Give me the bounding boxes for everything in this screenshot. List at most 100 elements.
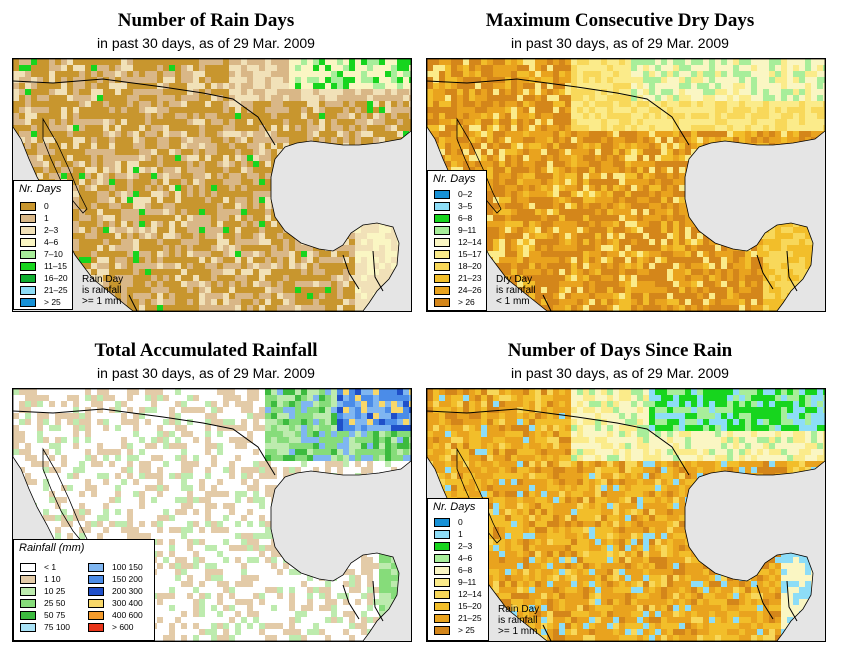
legend-label: 4–6 — [44, 237, 59, 247]
legend-title: Nr. Days — [433, 501, 476, 513]
definition-note: Rain Day is rainfall >= 1 mm — [82, 274, 124, 307]
legend-label: 15–17 — [458, 249, 482, 259]
map-days-since-rain[interactable] — [426, 388, 826, 642]
legend-swatch — [20, 586, 36, 596]
legend-swatch — [434, 541, 450, 551]
legend-swatch — [434, 189, 450, 199]
legend-swatch — [434, 613, 450, 623]
legend-swatch — [88, 586, 104, 596]
legend-label: 50 75 — [44, 610, 66, 620]
legend-swatch — [20, 610, 36, 620]
legend-swatch — [434, 261, 450, 271]
legend-label: 100 150 — [112, 562, 143, 572]
legend-swatch — [20, 574, 36, 584]
panel-title: Total Accumulated Rainfall — [94, 340, 318, 361]
legend-label: 3–5 — [458, 201, 473, 211]
legend-label: 9–11 — [458, 225, 477, 235]
legend-label: 400 600 — [112, 610, 143, 620]
legend-swatch — [20, 201, 36, 211]
legend-label: > 25 — [458, 625, 475, 635]
legend-accumulated-rainfall: Rainfall (mm) < 1 1 10 10 25 25 50 50 75… — [13, 539, 155, 641]
legend-swatch — [20, 225, 36, 235]
legend-label: 18–20 — [458, 261, 482, 271]
legend-swatch — [434, 285, 450, 295]
legend-swatch — [434, 589, 450, 599]
legend-rain-days: Nr. Days 0 1 2–3 4–6 7–10 11–15 16–20 21… — [13, 180, 73, 310]
country-border — [427, 408, 798, 641]
legend-label: 9–11 — [458, 577, 477, 587]
legend-label: 12–14 — [458, 589, 482, 599]
legend-label: 21–23 — [458, 273, 482, 283]
panel-subtitle: in past 30 days, as of 29 Mar. 2009 — [97, 35, 315, 51]
legend-swatch — [434, 529, 450, 539]
legend-swatch — [434, 577, 450, 587]
legend-label: > 26 — [458, 297, 475, 307]
legend-label: 150 200 — [112, 574, 143, 584]
legend-swatch — [434, 297, 450, 307]
legend-title: Nr. Days — [433, 173, 476, 185]
legend-swatch — [434, 225, 450, 235]
legend-swatch — [88, 562, 104, 572]
panel-subtitle: in past 30 days, as of 29 Mar. 2009 — [97, 365, 315, 381]
definition-note: Rain Day is rainfall >= 1 mm — [498, 604, 540, 637]
legend-label: 1 — [458, 529, 463, 539]
legend-label: < 1 — [44, 562, 57, 572]
legend-swatch — [20, 297, 36, 307]
legend-swatch — [88, 598, 104, 608]
legend-swatch — [20, 562, 36, 572]
legend-consecutive-dry-days: Nr. Days 0–2 3–5 6–8 9–11 12–14 15–17 18… — [427, 170, 487, 311]
baja-coastline — [456, 447, 502, 544]
legend-label: 21–25 — [44, 285, 68, 295]
legend-swatch — [20, 213, 36, 223]
legend-label: 200 300 — [112, 586, 143, 596]
legend-swatch — [434, 273, 450, 283]
legend-swatch — [20, 249, 36, 259]
legend-label: 300 400 — [112, 598, 143, 608]
panel-title: Number of Days Since Rain — [507, 340, 733, 361]
legend-swatch — [20, 261, 36, 271]
legend-swatch — [434, 237, 450, 247]
legend-swatch — [20, 598, 36, 608]
legend-label: 6–8 — [458, 213, 473, 223]
legend-label: 16–20 — [44, 273, 68, 283]
legend-label: 24–26 — [458, 285, 482, 295]
legend-label: 25 50 — [44, 598, 66, 608]
legend-swatch — [434, 213, 450, 223]
legend-swatch — [434, 601, 450, 611]
panel-title: Number of Rain Days — [117, 10, 295, 31]
panel-subtitle: in past 30 days, as of 29 Mar. 2009 — [511, 35, 729, 51]
definition-note: Dry Day is rainfall < 1 mm — [496, 274, 536, 307]
legend-label: 10 25 — [44, 586, 66, 596]
panel-consecutive-dry-days: Maximum Consecutive Dry Days in past 30 … — [414, 0, 826, 312]
panel-days-since-rain: Number of Days Since Rain in past 30 day… — [414, 330, 826, 642]
legend-swatch — [88, 610, 104, 620]
country-border — [427, 78, 798, 311]
legend-title: Nr. Days — [19, 183, 62, 195]
legend-label: 21–25 — [458, 613, 482, 623]
legend-swatch — [20, 237, 36, 247]
legend-label: 6–8 — [458, 565, 473, 575]
legend-swatch — [434, 553, 450, 563]
legend-days-since-rain: Nr. Days 0 1 2–3 4–6 6–8 9–11 12–14 15–2… — [427, 498, 489, 641]
legend-swatch — [434, 625, 450, 635]
legend-swatch — [434, 517, 450, 527]
panel-rain-days: Number of Rain Days in past 30 days, as … — [0, 0, 412, 312]
legend-title: Rainfall (mm) — [19, 542, 85, 554]
legend-label: 1 — [44, 213, 49, 223]
legend-swatch — [20, 285, 36, 295]
panel-accumulated-rainfall: Total Accumulated Rainfall in past 30 da… — [0, 330, 412, 642]
legend-swatch — [434, 201, 450, 211]
legend-label: > 600 — [112, 622, 134, 632]
legend-swatch — [88, 622, 104, 632]
country-border — [13, 78, 384, 311]
legend-swatch — [434, 565, 450, 575]
legend-label: 0 — [458, 517, 463, 527]
baja-coastline — [42, 117, 88, 214]
legend-label: 2–3 — [44, 225, 59, 235]
legend-swatch — [20, 622, 36, 632]
legend-label: 7–10 — [44, 249, 63, 259]
legend-label: 2–3 — [458, 541, 473, 551]
legend-label: 15–20 — [458, 601, 482, 611]
panel-subtitle: in past 30 days, as of 29 Mar. 2009 — [511, 365, 729, 381]
legend-label: > 25 — [44, 297, 61, 307]
